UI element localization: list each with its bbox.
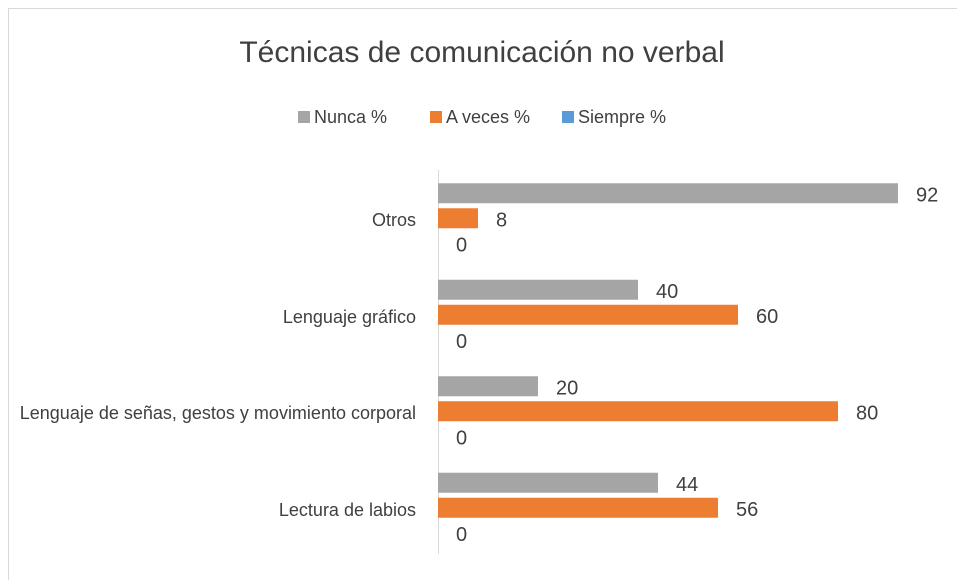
data-label: 0 (456, 524, 467, 546)
category-label-box: Lenguaje gráfico (0, 304, 416, 330)
data-label: 40 (656, 281, 678, 303)
data-label: 8 (496, 210, 507, 232)
legend-label: A veces % (446, 107, 530, 127)
category-label-box: Lectura de labios (0, 497, 416, 523)
y-tick-label: Lenguaje de señas, gestos y movimiento c… (19, 403, 416, 424)
legend-label: Nunca % (314, 107, 387, 127)
chart-title: Técnicas de comunicación no verbal (239, 36, 724, 69)
legend-label: Siempre % (578, 107, 666, 127)
data-label: 0 (456, 235, 467, 257)
y-tick-label: Otros (371, 210, 416, 231)
chart-frame (8, 8, 957, 580)
y-tick-label: Lenguaje gráfico (282, 306, 416, 327)
bar (438, 497, 718, 518)
data-label: 44 (676, 474, 698, 496)
data-label: 80 (856, 403, 878, 425)
legend-swatch (430, 111, 442, 123)
bar (438, 304, 738, 325)
y-tick-label: Lectura de labios (278, 499, 416, 520)
data-label: 60 (756, 306, 778, 328)
legend-swatch (298, 111, 310, 123)
data-label: 0 (456, 428, 467, 450)
legend-swatch (562, 111, 574, 123)
bar (438, 472, 658, 493)
category-label-box: Lenguaje de señas, gestos y movimiento c… (0, 400, 416, 426)
data-label: 56 (736, 499, 758, 521)
bar (438, 208, 478, 229)
bar (438, 401, 838, 422)
bar (438, 279, 638, 300)
bar (438, 376, 538, 397)
data-label: 92 (916, 185, 938, 207)
data-label: 0 (456, 331, 467, 353)
bar (438, 183, 898, 204)
category-label-box: Otros (0, 207, 416, 233)
data-label: 20 (556, 378, 578, 400)
